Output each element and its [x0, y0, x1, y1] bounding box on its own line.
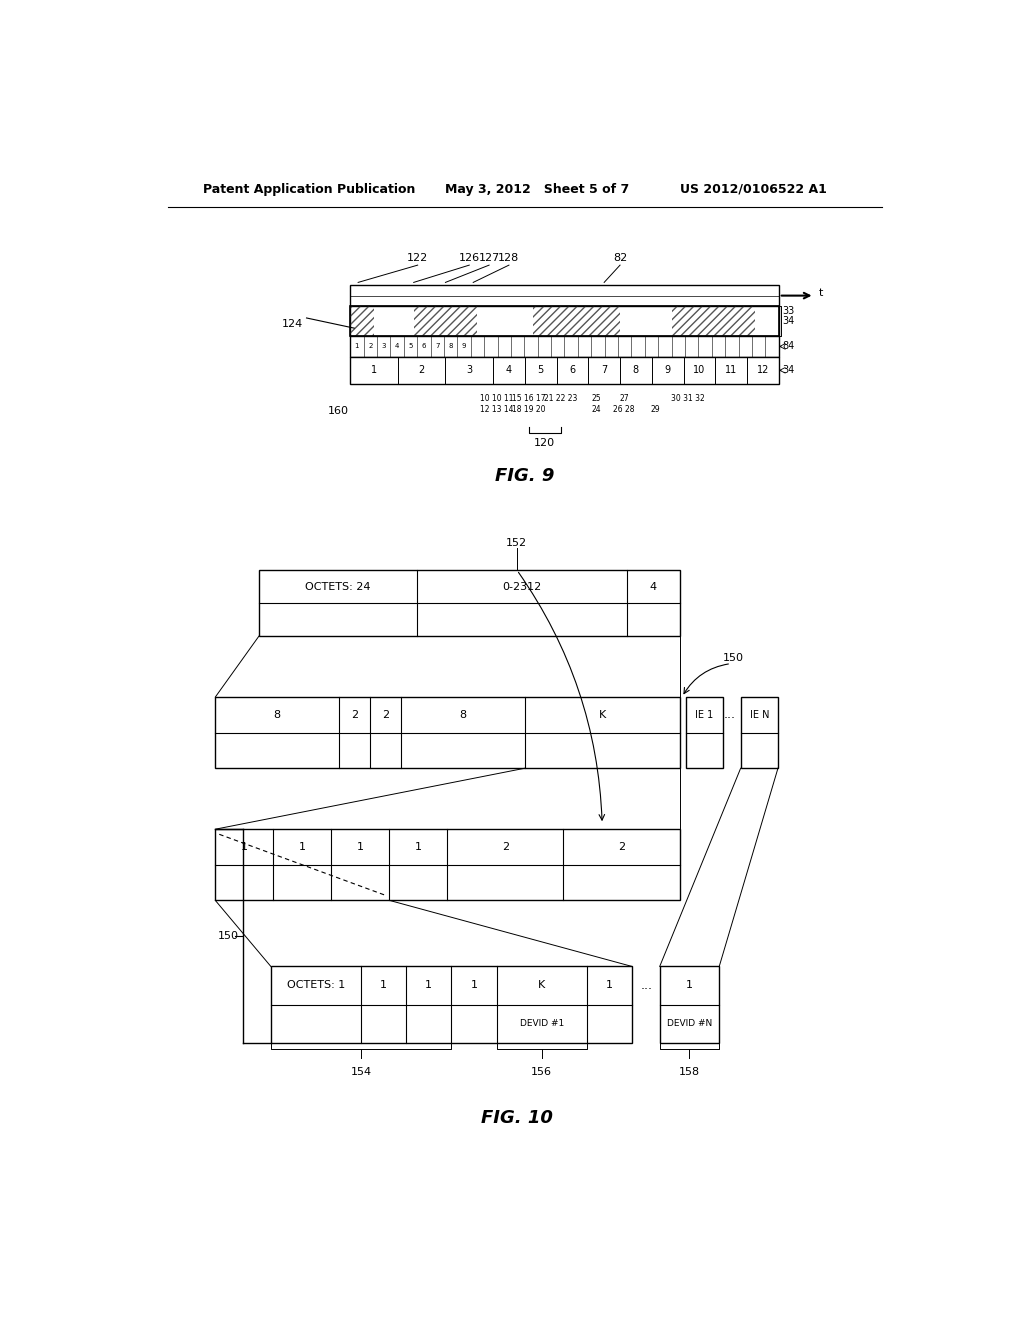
Text: 1: 1 — [371, 366, 377, 375]
Bar — [350, 306, 778, 337]
Bar — [215, 829, 680, 900]
Text: IE 1: IE 1 — [695, 710, 714, 719]
Text: 2: 2 — [382, 710, 389, 719]
Text: 1: 1 — [354, 343, 359, 350]
Bar — [350, 306, 374, 337]
Text: 160: 160 — [328, 407, 349, 416]
Text: 3: 3 — [466, 366, 472, 375]
Text: 150: 150 — [218, 931, 239, 941]
Text: 21 22 23: 21 22 23 — [544, 395, 578, 403]
Text: 12: 12 — [757, 366, 769, 375]
Text: 6: 6 — [569, 366, 575, 375]
Text: 8: 8 — [633, 366, 639, 375]
Text: 124: 124 — [282, 319, 303, 329]
Text: 2: 2 — [368, 343, 373, 350]
Text: 2: 2 — [502, 842, 509, 851]
Bar — [414, 306, 477, 337]
Text: 1: 1 — [415, 842, 422, 851]
Text: 120: 120 — [535, 438, 555, 447]
Text: 152: 152 — [506, 537, 527, 548]
Bar — [672, 306, 755, 337]
Bar — [270, 966, 632, 1043]
Text: 34: 34 — [782, 315, 795, 326]
Text: 7: 7 — [435, 343, 439, 350]
Text: 18 19 20: 18 19 20 — [512, 405, 546, 414]
Text: 10 10 11: 10 10 11 — [480, 395, 514, 403]
Text: 1: 1 — [380, 981, 387, 990]
Text: K: K — [599, 710, 606, 719]
Text: FIG. 10: FIG. 10 — [481, 1109, 553, 1127]
Text: 2: 2 — [617, 842, 625, 851]
Text: US 2012/0106522 A1: US 2012/0106522 A1 — [680, 183, 826, 195]
Bar — [215, 697, 680, 768]
Text: 6: 6 — [422, 343, 426, 350]
Text: 156: 156 — [531, 1067, 552, 1077]
Text: 1: 1 — [357, 842, 364, 851]
Text: 9: 9 — [665, 366, 671, 375]
Text: 2: 2 — [351, 710, 358, 719]
Text: 34: 34 — [782, 366, 795, 375]
Bar — [686, 697, 723, 768]
Text: 7: 7 — [601, 366, 607, 375]
Text: IE N: IE N — [750, 710, 769, 719]
Text: DEVID #1: DEVID #1 — [519, 1019, 564, 1028]
Bar — [350, 356, 778, 384]
Text: 11: 11 — [725, 366, 737, 375]
Bar — [659, 966, 719, 1043]
Bar — [350, 306, 778, 337]
Text: 1: 1 — [241, 842, 248, 851]
Text: 1: 1 — [606, 981, 613, 990]
Text: 5: 5 — [538, 366, 544, 375]
Text: 1: 1 — [470, 981, 477, 990]
Text: OCTETS: 24: OCTETS: 24 — [305, 582, 371, 591]
Text: 12 13 14: 12 13 14 — [480, 405, 514, 414]
Text: 24: 24 — [592, 405, 601, 414]
Text: 84: 84 — [782, 342, 795, 351]
Text: 5: 5 — [409, 343, 413, 350]
Bar — [259, 570, 680, 636]
Text: May 3, 2012   Sheet 5 of 7: May 3, 2012 Sheet 5 of 7 — [445, 183, 630, 195]
Text: 128: 128 — [499, 253, 519, 263]
Text: 29: 29 — [651, 405, 660, 414]
Text: 122: 122 — [407, 253, 428, 263]
Text: 25: 25 — [592, 395, 601, 403]
Text: OCTETS: 1: OCTETS: 1 — [287, 981, 345, 990]
Text: 154: 154 — [350, 1067, 372, 1077]
Text: 4: 4 — [506, 366, 512, 375]
Text: K: K — [538, 981, 546, 990]
Text: t: t — [818, 288, 823, 297]
Text: 10: 10 — [693, 366, 706, 375]
Text: 15 16 17: 15 16 17 — [512, 395, 546, 403]
Text: 0-2312: 0-2312 — [502, 582, 542, 591]
Text: 127: 127 — [478, 253, 500, 263]
Text: 1: 1 — [425, 981, 432, 990]
Text: 9: 9 — [462, 343, 466, 350]
Text: 2: 2 — [419, 366, 425, 375]
Text: DEVID #N: DEVID #N — [667, 1019, 712, 1028]
Text: 150: 150 — [723, 653, 744, 664]
Text: 26 28: 26 28 — [613, 405, 635, 414]
Text: 158: 158 — [679, 1067, 700, 1077]
Text: 30 31 32: 30 31 32 — [671, 395, 705, 403]
Text: 1: 1 — [299, 842, 306, 851]
Text: FIG. 9: FIG. 9 — [496, 467, 554, 486]
Text: 4: 4 — [649, 582, 656, 591]
Text: ...: ... — [640, 979, 652, 993]
Text: 8: 8 — [273, 710, 281, 719]
Text: 27: 27 — [620, 395, 629, 403]
Bar — [532, 306, 621, 337]
Bar — [350, 285, 778, 306]
Text: 8: 8 — [449, 343, 453, 350]
Text: 4: 4 — [395, 343, 399, 350]
Text: 8: 8 — [460, 710, 467, 719]
Text: 82: 82 — [613, 253, 627, 263]
Bar — [740, 697, 778, 768]
Text: 126: 126 — [459, 253, 480, 263]
Text: 33: 33 — [782, 306, 795, 315]
Bar — [350, 337, 778, 356]
Text: 3: 3 — [381, 343, 386, 350]
Text: 1: 1 — [686, 981, 693, 990]
Text: Patent Application Publication: Patent Application Publication — [204, 183, 416, 195]
Text: ...: ... — [724, 709, 735, 721]
